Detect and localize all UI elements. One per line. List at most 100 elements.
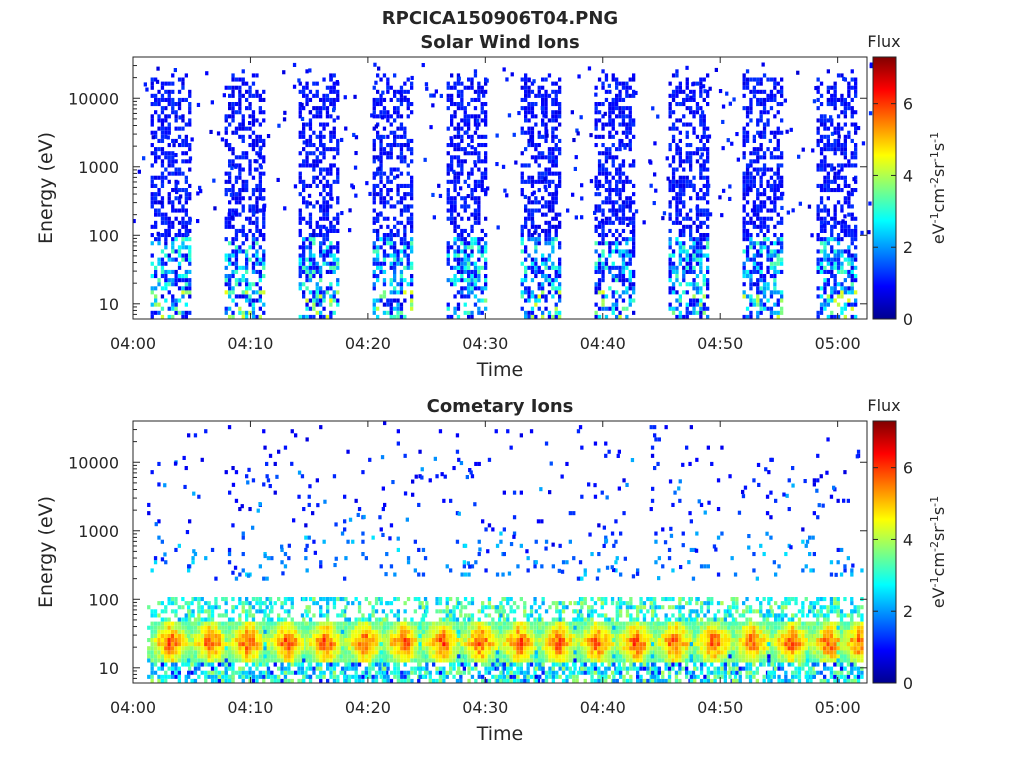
heatmap-cell: [573, 166, 577, 171]
heatmap-cell: [628, 220, 632, 225]
heatmap-cell: [393, 290, 397, 295]
heatmap-cell: [611, 249, 615, 254]
heatmap-cell: [819, 257, 824, 262]
heatmap-cell: [477, 196, 481, 201]
heatmap-cell: [752, 302, 756, 307]
heatmap-cell: [611, 77, 615, 82]
heatmap-cell: [181, 621, 185, 626]
heatmap-cell: [147, 605, 151, 610]
heatmap-cell: [188, 159, 192, 164]
heatmap-cell: [184, 151, 188, 156]
heatmap-cell: [280, 621, 284, 626]
heatmap-cell: [678, 261, 682, 266]
heatmap-cell: [150, 638, 154, 643]
heatmap-cell: [594, 269, 598, 274]
heatmap-cell: [234, 282, 239, 287]
heatmap-cell: [154, 294, 158, 299]
heatmap-cell: [245, 625, 249, 630]
heatmap-cell: [749, 220, 753, 225]
heatmap-cell: [625, 89, 629, 94]
heatmap-cell: [544, 228, 548, 233]
heatmap-cell: [170, 601, 175, 606]
heatmap-cell: [178, 115, 182, 120]
heatmap-cell: [248, 245, 252, 250]
heatmap-cell: [861, 141, 866, 146]
heatmap-cell: [231, 102, 235, 107]
heatmap-cell: [174, 625, 178, 630]
heatmap-cell: [463, 261, 467, 266]
heatmap-cell: [325, 290, 330, 295]
heatmap-cell: [184, 601, 188, 606]
heatmap-cell: [702, 302, 706, 307]
heatmap-cell: [224, 633, 228, 638]
heatmap-cell: [241, 568, 245, 573]
heatmap-cell: [234, 228, 239, 233]
heatmap-cell: [198, 185, 202, 190]
heatmap-cell: [615, 77, 619, 82]
heatmap-cell: [769, 208, 774, 213]
heatmap-cell: [302, 257, 306, 262]
heatmap-cell: [270, 605, 274, 610]
heatmap-cell: [868, 201, 872, 206]
heatmap-cell: [604, 196, 609, 201]
heatmap-cell: [287, 654, 291, 659]
heatmap-cell: [238, 196, 242, 201]
heatmap-cell: [477, 155, 481, 160]
heatmap-cell: [266, 638, 271, 643]
heatmap-cell: [551, 192, 555, 197]
heatmap-cell: [273, 490, 277, 495]
heatmap-cell: [621, 278, 626, 283]
heatmap-cell: [154, 269, 158, 274]
heatmap-cell: [460, 171, 464, 176]
heatmap-cell: [379, 97, 383, 102]
heatmap-cell: [530, 137, 534, 142]
heatmap-cell: [157, 118, 161, 123]
heatmap-cell: [615, 114, 619, 119]
heatmap-cell: [241, 122, 245, 127]
heatmap-cell: [752, 212, 756, 217]
heatmap-cell: [608, 228, 612, 233]
heatmap-cell: [228, 208, 232, 213]
heatmap-cell: [450, 216, 454, 221]
heatmap-cell: [396, 134, 400, 139]
heatmap-cell: [551, 241, 555, 246]
heatmap-cell: [621, 269, 626, 274]
heatmap-cell: [854, 93, 858, 98]
heatmap-cell: [554, 155, 558, 160]
heatmap-cell: [336, 200, 340, 205]
heatmap-cell: [829, 115, 833, 120]
heatmap-cell: [597, 253, 602, 258]
heatmap-cell: [477, 200, 481, 205]
heatmap-cell: [376, 274, 380, 279]
heatmap-cell: [501, 164, 506, 169]
heatmap-cell: [262, 658, 266, 663]
heatmap-cell: [238, 265, 242, 270]
heatmap-cell: [319, 302, 323, 307]
heatmap-cell: [554, 163, 558, 168]
heatmap-cell: [332, 294, 336, 299]
heatmap-cell: [376, 218, 380, 223]
heatmap-cell: [843, 110, 847, 115]
heatmap-cell: [608, 265, 612, 270]
heatmap-cell: [692, 269, 696, 274]
heatmap-cell: [759, 306, 763, 311]
heatmap-cell: [248, 658, 252, 663]
heatmap-cell: [410, 204, 414, 209]
heatmap-cell: [671, 179, 676, 184]
heatmap-cell: [204, 646, 208, 651]
heatmap-cell: [594, 192, 598, 197]
heatmap-cell: [248, 216, 252, 221]
heatmap-cell: [685, 216, 689, 221]
heatmap-cell: [628, 118, 632, 123]
heatmap-cell: [527, 310, 531, 315]
heatmap-cell: [554, 233, 558, 238]
heatmap-cell: [625, 143, 629, 148]
heatmap-cell: [625, 286, 629, 291]
heatmap-cell: [706, 212, 710, 217]
heatmap-cell: [399, 114, 404, 119]
heatmap-cell: [675, 196, 679, 201]
heatmap-cell: [181, 290, 185, 295]
heatmap-cell: [389, 151, 393, 156]
heatmap-cell: [707, 183, 711, 188]
heatmap-cell: [248, 167, 252, 172]
